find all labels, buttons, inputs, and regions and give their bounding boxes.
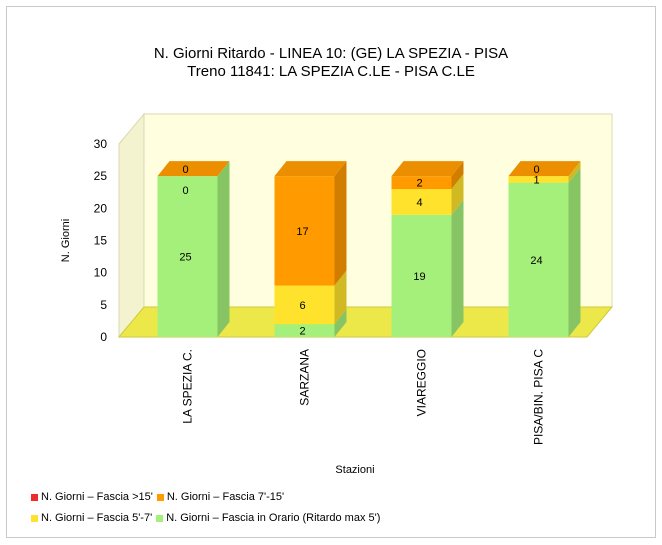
bar-segment — [508, 182, 569, 337]
y-tick-label: 20 — [94, 201, 108, 215]
bar-segment — [274, 176, 335, 286]
x-category-label: PISA/BIN. PISA C — [532, 349, 546, 445]
y-tick-label: 0 — [100, 330, 107, 344]
bar-segment — [391, 214, 452, 337]
legend-label-in-orario: N. Giorni – Fascia in Orario (Ritardo ma… — [166, 512, 381, 524]
data-label: 0 — [533, 164, 539, 176]
x-category-label: SARZANA — [298, 349, 312, 406]
x-axis-label: Stazioni — [335, 464, 374, 476]
chart-subtitle: Treno 11841: LA SPEZIA C.LE - PISA C.LE — [187, 63, 475, 80]
data-label: 6 — [299, 300, 305, 312]
bar-segment — [391, 176, 452, 190]
legend-label-over15: N. Giorni – Fascia >15' — [41, 491, 153, 503]
y-tick-label: 15 — [94, 234, 108, 248]
bar-segment-side — [334, 161, 347, 286]
bar-segment-side — [568, 161, 581, 183]
data-label: 0 — [182, 164, 188, 176]
bar-top — [508, 161, 581, 177]
data-label: 1 — [533, 174, 539, 186]
legend-swatch-5-7 — [31, 514, 38, 522]
legend-row-1: N. Giorni – Fascia >15' N. Giorni – Fasc… — [31, 491, 284, 503]
bar-segment-side — [451, 174, 464, 215]
data-label: 24 — [530, 255, 542, 267]
legend-swatch-in-orario — [156, 514, 164, 522]
bar-segment — [274, 324, 335, 337]
bar-segment — [274, 285, 335, 325]
bar-top — [391, 161, 464, 177]
bar-segment-side — [217, 161, 230, 337]
x-category-label: VIAREGGIO — [415, 349, 429, 416]
data-label: 25 — [179, 252, 191, 264]
data-label: 17 — [296, 226, 308, 238]
bar-segment-side — [451, 161, 464, 190]
data-label: 4 — [416, 197, 422, 209]
bar-segment — [508, 176, 569, 183]
bar-segment — [157, 176, 218, 337]
legend-label-7-15: N. Giorni – Fascia 7'-15' — [166, 491, 285, 503]
legend-swatch-over15 — [31, 493, 38, 501]
legend-row-2: N. Giorni – Fascia 5'-7' N. Giorni – Fas… — [31, 512, 380, 524]
y-tick-label: 30 — [94, 137, 108, 151]
chart-title: N. Giorni Ritardo - LINEA 10: (GE) LA SP… — [153, 45, 509, 62]
bar-top — [157, 161, 230, 177]
legend-label-5-7: N. Giorni – Fascia 5'-7' — [41, 512, 153, 524]
y-tick-label: 25 — [94, 169, 108, 183]
bar-segment-side — [451, 199, 464, 337]
bar-top — [274, 161, 347, 177]
bar-segment-side — [334, 309, 347, 337]
bar-segment — [391, 189, 452, 215]
side-wall — [118, 112, 145, 339]
y-tick-label: 5 — [100, 298, 107, 312]
data-label: 2 — [299, 326, 305, 338]
data-label: 19 — [413, 271, 425, 283]
x-category-label: LA SPEZIA C. — [181, 349, 195, 424]
bar-segment-side — [568, 167, 581, 337]
y-axis-label: N. Giorni — [60, 219, 72, 262]
y-tick-label: 10 — [94, 266, 108, 280]
bar-segment-side — [334, 270, 347, 325]
chart-frame: N. Giorni Ritardo - LINEA 10: (GE) LA SP… — [6, 6, 656, 538]
legend-swatch-7-15 — [156, 493, 164, 501]
data-label: 0 — [182, 185, 188, 197]
data-label: 2 — [416, 178, 422, 190]
